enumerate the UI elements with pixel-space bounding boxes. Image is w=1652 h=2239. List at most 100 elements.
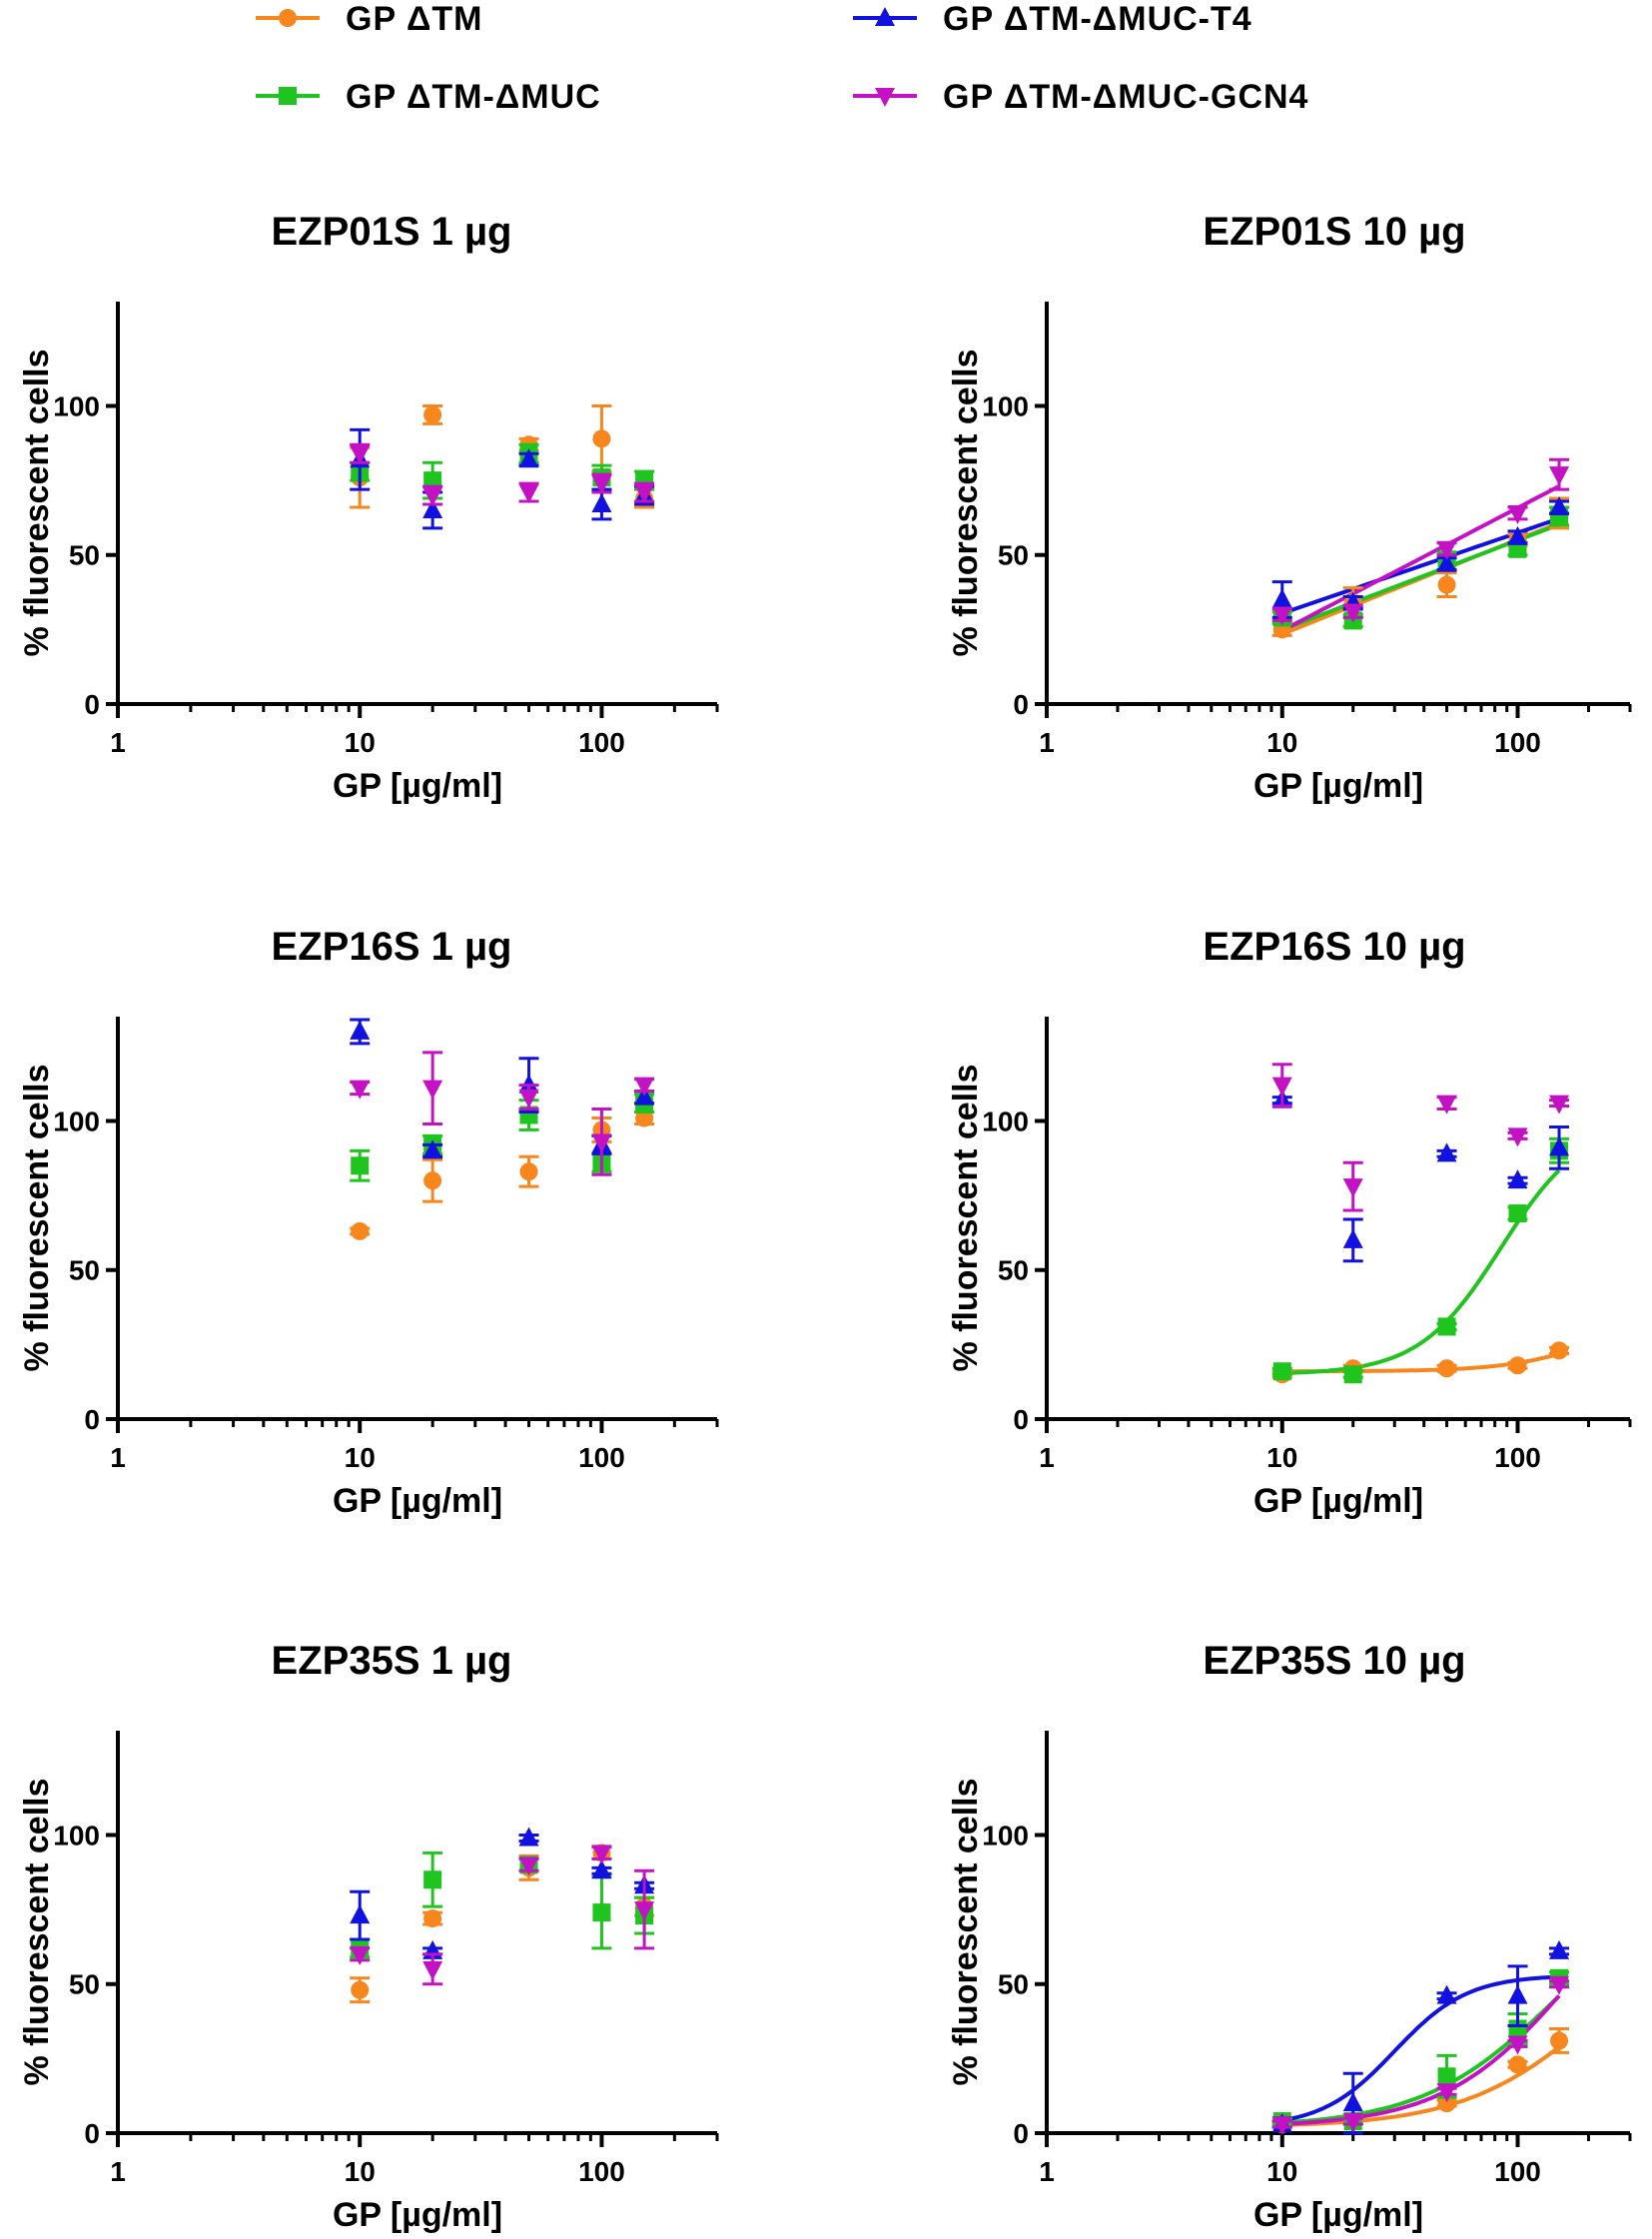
x-tick-label: 10 <box>1266 2156 1297 2187</box>
data-point <box>422 1960 443 1980</box>
data-point <box>634 1077 655 1097</box>
x-tick-label: 10 <box>345 1442 376 1473</box>
legend-label: GP ΔTM-ΔMUC <box>346 78 601 116</box>
data-point <box>518 1857 539 1876</box>
legend: GP ΔTM GP ΔTM-ΔMUC GP ΔTM-ΔMUC-T4 GP ΔTM-ΔM… <box>256 0 1307 116</box>
y-tick-label: 50 <box>69 1969 100 2000</box>
data-point <box>1549 466 1570 486</box>
y-tick-label: 100 <box>53 390 100 421</box>
data-series <box>1271 457 1570 626</box>
data-point <box>423 1870 442 1889</box>
data-point <box>1436 1984 1457 2004</box>
data-series <box>350 442 655 507</box>
x-tick-label: 1 <box>110 2156 126 2187</box>
y-tick-label: 50 <box>998 1969 1029 2000</box>
data-point <box>591 1860 612 1879</box>
y-tick-label: 0 <box>84 1404 100 1435</box>
y-axis-label: % fluorescent cells <box>947 349 985 656</box>
y-axis-label: % fluorescent cells <box>18 349 56 656</box>
data-point <box>1508 2055 1527 2074</box>
data-series <box>350 1845 655 1986</box>
data-point <box>1507 1169 1528 1189</box>
data-point <box>1272 1362 1291 1381</box>
chart-title: EZP16S 10 µg <box>1203 925 1465 969</box>
y-tick-label: 50 <box>69 1255 100 1286</box>
data-point <box>350 1080 371 1100</box>
y-tick-label: 50 <box>998 1255 1029 1286</box>
y-axis-label: % fluorescent cells <box>18 1064 56 1371</box>
data-point <box>1436 1095 1457 1115</box>
data-point <box>1342 2113 1363 2133</box>
data-point <box>1436 540 1457 560</box>
chart-panel: EZP01S 1 µg 0 50 100 1 10 100 GP [µg/ml] % fluor… <box>18 210 719 805</box>
y-axis-label: % fluorescent cells <box>947 1778 985 2085</box>
data-series <box>1271 1136 1570 1384</box>
x-tick-label: 10 <box>1266 727 1297 758</box>
chart-panel: EZP16S 10 µg 0 50 100 1 10 100 GP [µg/ml] % fluo… <box>947 925 1632 1520</box>
y-tick-label: 100 <box>53 1820 100 1851</box>
x-tick-label: 100 <box>578 727 625 758</box>
x-axis-label: GP [µg/ml] <box>333 2196 502 2234</box>
y-tick-label: 50 <box>69 540 100 571</box>
data-series <box>1271 1975 1570 2136</box>
data-point <box>1343 1365 1362 1384</box>
x-tick-label: 100 <box>1494 727 1541 758</box>
data-point <box>518 448 539 468</box>
data-point <box>591 1133 612 1153</box>
data-point <box>1507 2035 1528 2055</box>
legend-entry: GP ΔTM <box>256 0 482 38</box>
data-point <box>1437 2067 1456 2086</box>
x-tick-label: 1 <box>110 1442 126 1473</box>
data-point <box>1437 1359 1456 1378</box>
data-point <box>1342 2092 1363 2112</box>
data-point <box>591 492 612 512</box>
data-series <box>1271 1341 1570 1384</box>
x-axis-label: GP [µg/ml] <box>1253 1482 1423 1520</box>
data-point <box>1549 1975 1570 1995</box>
y-tick-label: 0 <box>84 689 100 720</box>
legend-label: GP ΔTM <box>346 0 482 38</box>
data-point <box>1549 495 1570 515</box>
x-tick-label: 1 <box>1039 2156 1055 2187</box>
data-point <box>518 484 539 504</box>
data-point <box>1436 1142 1457 1162</box>
data-point <box>423 1909 442 1928</box>
data-point <box>518 1827 539 1847</box>
data-point <box>591 1845 612 1865</box>
data-point <box>1271 2116 1292 2136</box>
data-point <box>422 487 443 507</box>
x-axis-label: GP [µg/ml] <box>333 767 502 805</box>
x-tick-label: 1 <box>1039 727 1055 758</box>
data-point <box>1271 606 1292 626</box>
data-point <box>1271 588 1292 608</box>
y-tick-label: 0 <box>1013 2118 1029 2149</box>
x-tick-label: 100 <box>578 2156 625 2187</box>
data-point <box>422 1080 443 1100</box>
y-tick-label: 100 <box>982 1820 1029 1851</box>
data-point <box>518 1089 539 1109</box>
chart-panel: EZP16S 1 µg 0 50 100 1 10 100 GP [µg/ml] % fluor… <box>18 925 719 1520</box>
legend-entry: GP ΔTM-ΔMUC <box>256 78 601 116</box>
data-point <box>1549 1095 1570 1115</box>
y-tick-label: 100 <box>53 1106 100 1136</box>
data-point <box>1549 1939 1570 1959</box>
x-axis-label: GP [µg/ml] <box>1253 767 1423 805</box>
data-point <box>592 1903 611 1922</box>
data-point <box>1437 575 1456 594</box>
chart-title: EZP35S 10 µg <box>1203 1639 1465 1683</box>
legend-marker <box>279 87 297 105</box>
data-point <box>1342 1228 1363 1248</box>
data-point <box>423 405 442 424</box>
legend-marker <box>279 9 297 27</box>
data-point <box>634 484 655 504</box>
chart-panel: EZP35S 10 µg 0 50 100 1 10 100 GP [µg/ml] % fluo… <box>947 1639 1632 2234</box>
y-tick-label: 0 <box>1013 689 1029 720</box>
chart-panel: EZP35S 1 µg 0 50 100 1 10 100 GP [µg/ml] % fluor… <box>18 1639 719 2234</box>
fit-curve <box>1281 1168 1561 1375</box>
y-tick-label: 100 <box>982 1106 1029 1136</box>
data-point <box>350 445 371 465</box>
legend-entry: GP ΔTM-ΔMUC-GCN4 <box>853 78 1307 116</box>
data-point <box>1271 1077 1292 1097</box>
data-point <box>422 1139 443 1159</box>
